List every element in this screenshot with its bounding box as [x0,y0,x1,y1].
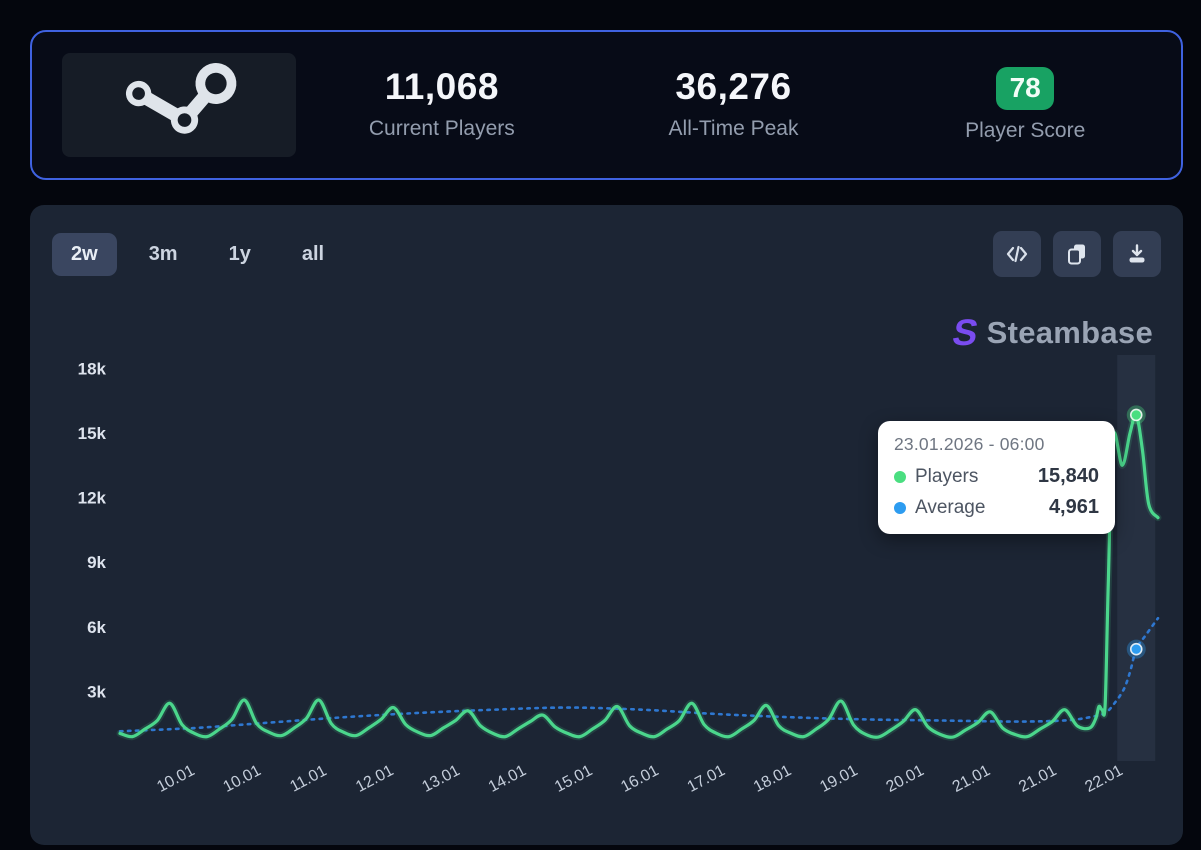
player-count-chart[interactable]: 3k 6k 9k 12k 15k 18k 10.01 10.01 11.01 12.01 13.01… [30,205,1183,845]
stats-card: 11,068 Current Players 36,276 All-Time P… [30,30,1183,180]
all-time-peak-label: All-Time Peak [668,117,799,141]
current-players-label: Current Players [368,117,515,141]
players-marker [1129,408,1143,422]
steam-logo[interactable] [62,53,296,157]
average-marker [1129,642,1143,656]
y-axis-label: 12k [78,489,107,508]
steambase-logo-text: Steambase [986,315,1153,350]
x-axis-label: 21.01 [950,762,993,796]
average-line [118,616,1160,733]
chart-actions [993,231,1161,277]
range-button-1y[interactable]: 1y [210,233,270,276]
stat-current-players: 11,068 Current Players [296,67,588,142]
players-series-dot [894,470,906,483]
tooltip-players-row: Players 15,840 [894,465,1099,488]
x-axis-label: 14.01 [486,762,529,796]
tooltip-timestamp: 23.01.2026 - 06:00 [894,434,1045,454]
stat-all-time-peak: 36,276 All-Time Peak [588,67,880,142]
y-axis-label: 15k [78,424,107,443]
x-axis-label: 20.01 [884,762,927,796]
average-series-value: 4,961 [1048,496,1099,518]
players-series-label: Players [915,465,979,487]
x-axis-label: 10.01 [221,762,264,796]
x-axis-label: 22.01 [1082,762,1125,796]
steam-logo-icon [125,63,237,134]
players-series-value: 15,840 [1037,465,1099,487]
x-axis-label: 12.01 [353,762,396,796]
chart-tooltip: 23.01.2026 - 06:00 Players 15,840 Averag… [878,421,1115,534]
player-score-label: Player Score [965,118,1086,142]
code-icon [1006,245,1028,263]
x-axis-label: 18.01 [751,762,794,796]
x-axis-label: 21.01 [1016,762,1059,796]
range-button-2w[interactable]: 2w [52,232,117,276]
x-axis-label: 17.01 [685,762,728,796]
range-button-3m[interactable]: 3m [130,233,197,276]
tooltip-average-row: Average 4,961 [894,496,1099,519]
download-icon [1129,244,1145,263]
range-button-all[interactable]: all [283,233,343,276]
copy-button[interactable] [1053,231,1101,277]
average-series-label: Average [915,496,986,518]
y-axis-label: 18k [78,359,107,378]
range-selector: 2w 3m 1y all [52,232,343,276]
stats-row: 11,068 Current Players 36,276 All-Time P… [296,67,1181,142]
x-axis-label: 19.01 [817,762,860,796]
all-time-peak-value: 36,276 [675,66,792,108]
players-line [118,412,1160,739]
steambase-logo-icon: S [949,312,982,354]
current-players-value: 11,068 [384,66,499,108]
y-axis-label: 9k [87,553,106,572]
embed-code-button[interactable] [993,231,1041,277]
x-axis-label: 11.01 [287,762,329,795]
x-axis-label: 13.01 [419,762,462,796]
x-axis-label: 10.01 [154,762,197,796]
hover-band [1117,355,1156,761]
chart-toolbar: 2w 3m 1y all [52,231,1161,277]
x-axis-label: 16.01 [618,762,661,796]
stat-player-score: 78 Player Score [879,67,1171,142]
chart-panel: 2w 3m 1y all S Steambase [30,205,1183,845]
y-axis-label: 3k [87,682,106,701]
download-button[interactable] [1113,231,1161,277]
steambase-brand[interactable]: S Steambase [949,312,1153,354]
y-axis-label: 6k [87,618,106,637]
average-series-dot [894,501,906,514]
player-score-badge: 78 [996,67,1055,110]
x-axis-label: 15.01 [552,762,595,796]
copy-icon [1068,244,1085,265]
